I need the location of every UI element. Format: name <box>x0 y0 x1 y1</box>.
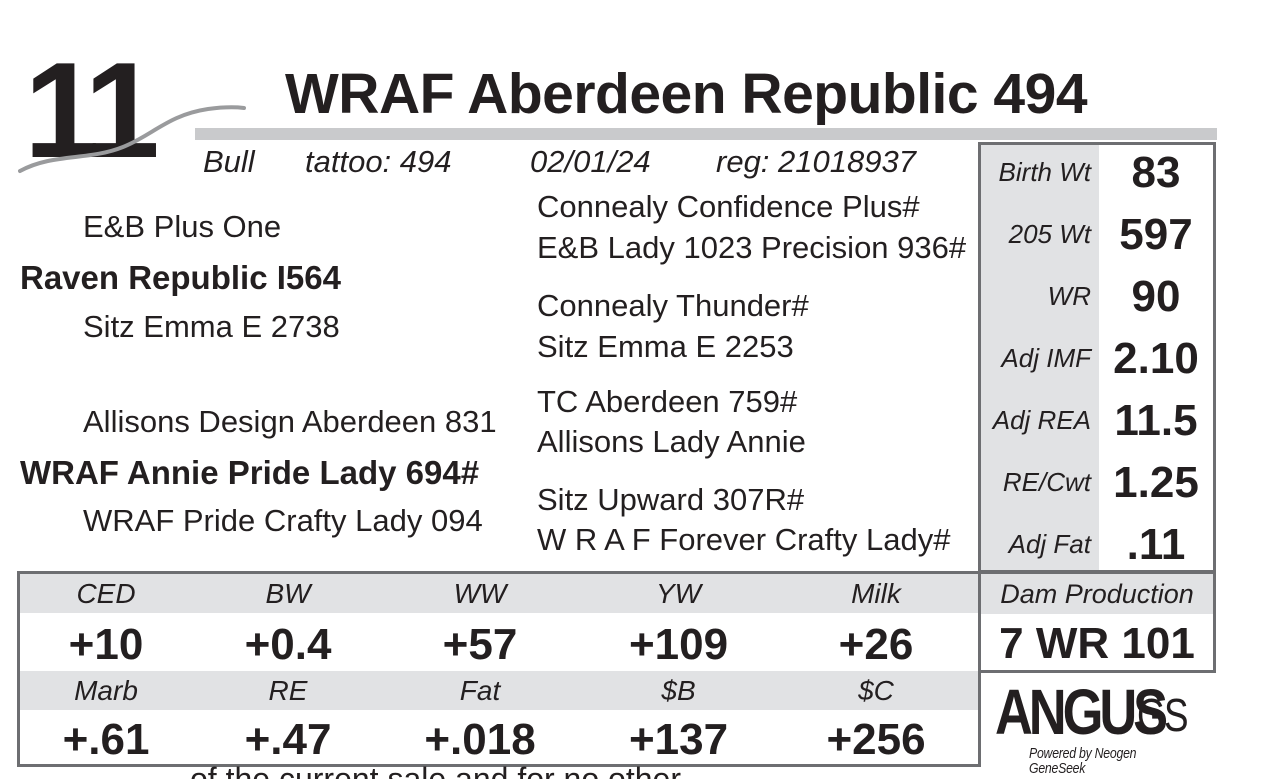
epd-label-b: $B <box>661 675 696 706</box>
pedigree-dam-sire-dam: Allisons Lady Annie <box>537 424 806 459</box>
stat-row-adj-imf: Adj IMF 2.10 <box>981 331 1213 393</box>
dam-production-label: Dam Production <box>981 574 1213 614</box>
stat-row-wr: WR 90 <box>981 269 1213 331</box>
animal-sex: Bull <box>203 144 255 179</box>
pedigree-dam-dam-sire: Sitz Upward 307R# <box>537 482 805 517</box>
epd-value-milk: +26 <box>838 620 914 669</box>
title-rule <box>195 128 1217 140</box>
footer-clipped: of the current sale and for no other <box>20 763 740 779</box>
epd-header-band <box>20 671 978 710</box>
pedigree-sire-dam-dam: Sitz Emma E 2253 <box>537 329 794 364</box>
dam-production-value: 7 WR 101 <box>999 619 1195 668</box>
swoosh-decoration <box>18 105 246 173</box>
stat-label: Adj REA <box>992 405 1091 435</box>
animal-name: WRAF Aberdeen Republic 494 <box>285 62 1088 126</box>
angus-gs-logo: ANGUS GS Powered by Neogen GeneSeek <box>995 676 1225 776</box>
logo-main-text: ANGUS <box>995 676 1168 748</box>
animal-registration: reg: 21018937 <box>716 144 916 179</box>
stat-row-birth-wt: Birth Wt 83 <box>981 145 1213 207</box>
pedigree-dam-dam-dam: W R A F Forever Crafty Lady# <box>537 522 951 557</box>
epd-label-ww: WW <box>453 578 507 609</box>
pedigree-dam-sire-sire: TC Aberdeen 759# <box>537 384 798 419</box>
stat-value: .11 <box>1126 520 1186 569</box>
stat-label: Adj IMF <box>1001 343 1091 373</box>
stat-value: 2.10 <box>1113 334 1199 383</box>
stat-row-adj-fat: Adj Fat .11 <box>981 517 1213 579</box>
logo-suffix-text: GS <box>1137 689 1189 741</box>
animal-tattoo: tattoo: 494 <box>305 144 452 179</box>
stat-label: RE/Cwt <box>1002 467 1091 497</box>
stat-row-re-cwt: RE/Cwt 1.25 <box>981 455 1213 517</box>
stat-row-adj-rea: Adj REA 11.5 <box>981 393 1213 455</box>
performance-panel: Birth Wt 83 205 Wt 597 WR 90 Adj IMF 2.1… <box>978 142 1216 573</box>
pedigree-dam: WRAF Annie Pride Lady 694# <box>20 454 480 491</box>
stat-value: 83 <box>1131 148 1181 197</box>
stat-value: 1.25 <box>1113 458 1199 507</box>
epd-value-bw: +0.4 <box>244 620 332 669</box>
stat-row-205-wt: 205 Wt 597 <box>981 207 1213 269</box>
pedigree-sire-dam: Sitz Emma E 2738 <box>83 309 340 344</box>
epd-value-b: +137 <box>628 715 729 764</box>
pedigree-sire-sire-dam: E&B Lady 1023 Precision 936# <box>537 230 967 265</box>
performance-label-column <box>981 145 1099 570</box>
stat-label: WR <box>1047 281 1091 311</box>
logo-tagline: Powered by Neogen GeneSeek <box>1029 745 1137 777</box>
epd-value-fat: +.018 <box>424 715 536 764</box>
pedigree-sire-sire: E&B Plus One <box>83 209 282 244</box>
pedigree-sire-dam-sire: Connealy Thunder# <box>537 288 809 323</box>
stat-label: 205 Wt <box>1008 219 1091 249</box>
animal-birth-date: 02/01/24 <box>530 144 651 179</box>
pedigree-sire-sire-sire: Connealy Confidence Plus# <box>537 189 920 224</box>
footer-text: of the current sale and for no other <box>190 763 681 779</box>
pedigree-sire: Raven Republic I564 <box>20 259 341 296</box>
epd-value-re: +.47 <box>244 715 332 764</box>
epd-label-ced: CED <box>76 578 136 609</box>
epd-label-re: RE <box>268 675 308 706</box>
epd-value-marb: +.61 <box>62 715 150 764</box>
pedigree-dam-dam: WRAF Pride Crafty Lady 094 <box>83 503 483 538</box>
dam-production-box: Dam Production 7 WR 101 <box>978 571 1216 673</box>
stat-value: 11.5 <box>1114 396 1198 445</box>
epd-label-bw: BW <box>265 578 311 609</box>
epd-value-c: +256 <box>826 715 926 764</box>
epd-value-ced: +10 <box>68 620 144 669</box>
stat-value: 597 <box>1119 210 1193 259</box>
epd-header-band <box>20 574 978 613</box>
stat-label: Birth Wt <box>998 157 1091 187</box>
epd-label-c: $C <box>858 675 894 706</box>
stat-value: 90 <box>1131 272 1181 321</box>
epd-value-ww: +57 <box>442 620 518 669</box>
epd-label-fat: Fat <box>459 675 501 706</box>
epd-label-milk: Milk <box>851 578 901 609</box>
stat-label: Adj Fat <box>1008 529 1091 559</box>
epd-label-yw: YW <box>655 578 702 609</box>
pedigree-dam-sire: Allisons Design Aberdeen 831 <box>83 404 497 439</box>
epd-value-yw: +109 <box>628 620 729 669</box>
epd-table: CED BW WW YW Milk +10 +0.4 +57 +109 +26 … <box>17 571 981 767</box>
epd-label-marb: Marb <box>74 675 138 706</box>
